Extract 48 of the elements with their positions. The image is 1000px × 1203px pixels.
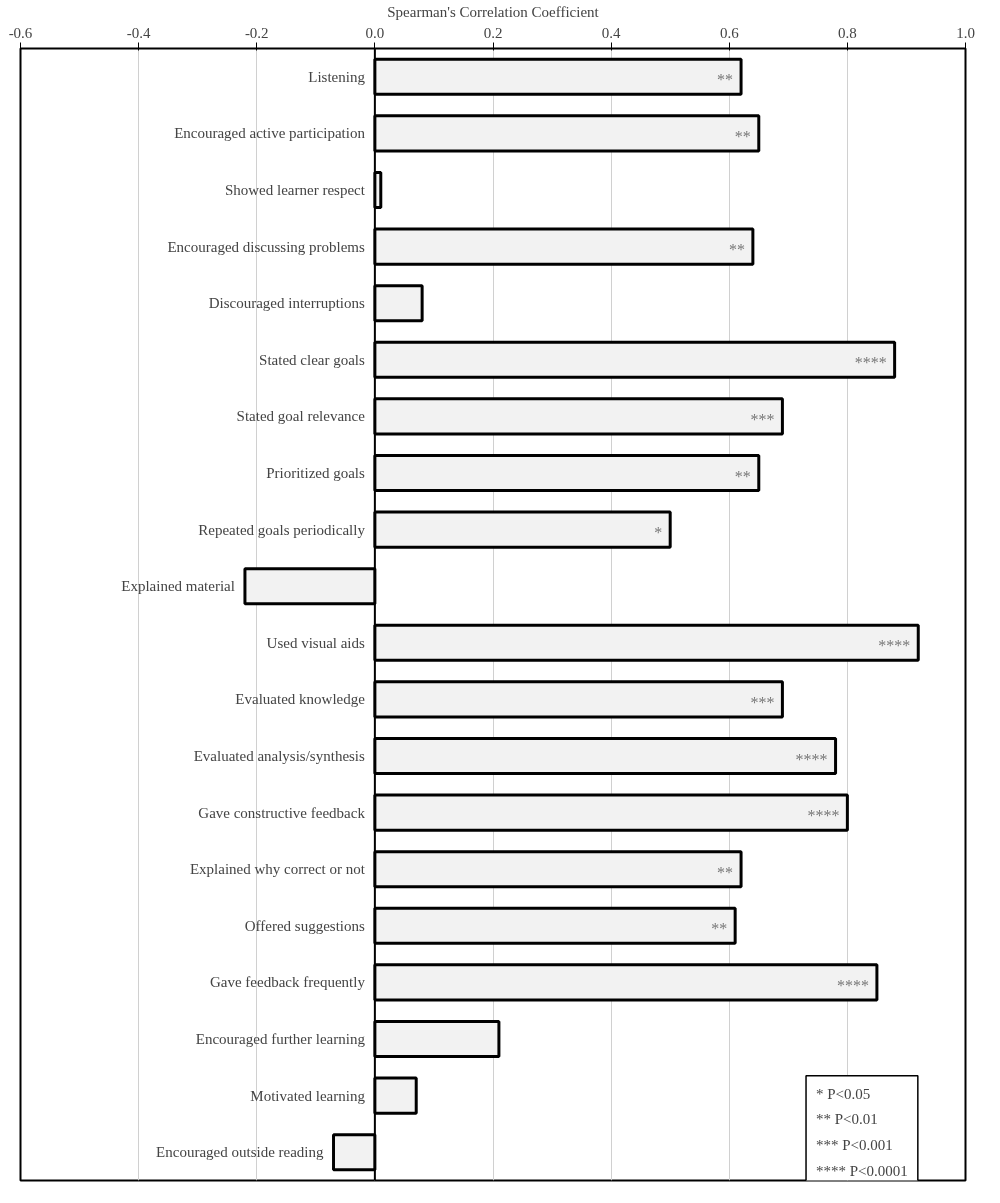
data-label: ****	[854, 354, 887, 372]
data-label: ***	[750, 693, 775, 711]
y-tick-label: Gave feedback frequently	[209, 974, 366, 991]
y-tick-label: Motivated learning	[250, 1087, 366, 1104]
data-label: ***	[750, 410, 775, 428]
x-tick-label: -0.2	[244, 24, 269, 41]
data-label: ****	[878, 637, 911, 655]
x-tick-label: -0.6	[8, 24, 33, 41]
annotation: **** P<0.0001	[816, 1162, 908, 1179]
data-label: *	[654, 524, 663, 542]
x-tick-label: 0.8	[838, 24, 857, 41]
y-tick-label: Used visual aids	[266, 634, 366, 651]
y-tick-label: Evaluated knowledge	[235, 691, 366, 708]
data-label: **	[711, 920, 728, 938]
y-tick-label: Explained material	[121, 578, 235, 595]
x-tick-label: 0.0	[365, 24, 385, 41]
y-tick-label: Encouraged discussing problems	[167, 238, 366, 255]
y-tick-label: Encouraged outside reading	[156, 1144, 325, 1161]
x-tick-label: -0.4	[126, 24, 151, 41]
y-tick-label: Showed learner respect	[224, 182, 366, 198]
x-axis-title: Spearman's Correlation Coefficient	[387, 3, 600, 20]
y-tick-label: Prioritized goals	[266, 465, 366, 481]
x-tick-label: 0.6	[719, 24, 740, 41]
data-label: **	[717, 863, 734, 881]
x-tick-label: 0.4	[601, 24, 621, 41]
annotation: * P<0.05	[816, 1085, 871, 1102]
y-tick-label: Discouraged interruptions	[208, 295, 366, 312]
y-tick-label: Evaluated analysis/synthesis	[193, 748, 366, 764]
data-label: ****	[795, 750, 828, 768]
y-tick-label: Gave constructive feedback	[198, 804, 366, 821]
data-label: **	[734, 127, 751, 145]
x-tick-label: 0.2	[483, 24, 503, 41]
y-tick-label: Offered suggestions	[244, 917, 366, 934]
y-tick-label: Encouraged further learning	[195, 1031, 366, 1047]
data-label: ****	[807, 807, 840, 825]
y-tick-label: Explained why correct or not	[189, 861, 366, 878]
data-label: ****	[836, 976, 869, 994]
data-label: **	[717, 71, 734, 89]
x-tick-label: 1.0	[956, 24, 975, 41]
y-tick-label: Encouraged active participation	[174, 125, 366, 142]
y-tick-label: Stated goal relevance	[236, 408, 366, 425]
data-label: **	[734, 467, 751, 485]
annotation: *** P<0.001	[816, 1136, 893, 1153]
y-tick-label: Repeated goals periodically	[198, 521, 366, 538]
data-label: **	[728, 241, 745, 259]
annotation: ** P<0.01	[816, 1111, 878, 1128]
y-tick-label: Stated clear goals	[259, 351, 366, 368]
y-tick-label: Listening	[308, 68, 366, 85]
